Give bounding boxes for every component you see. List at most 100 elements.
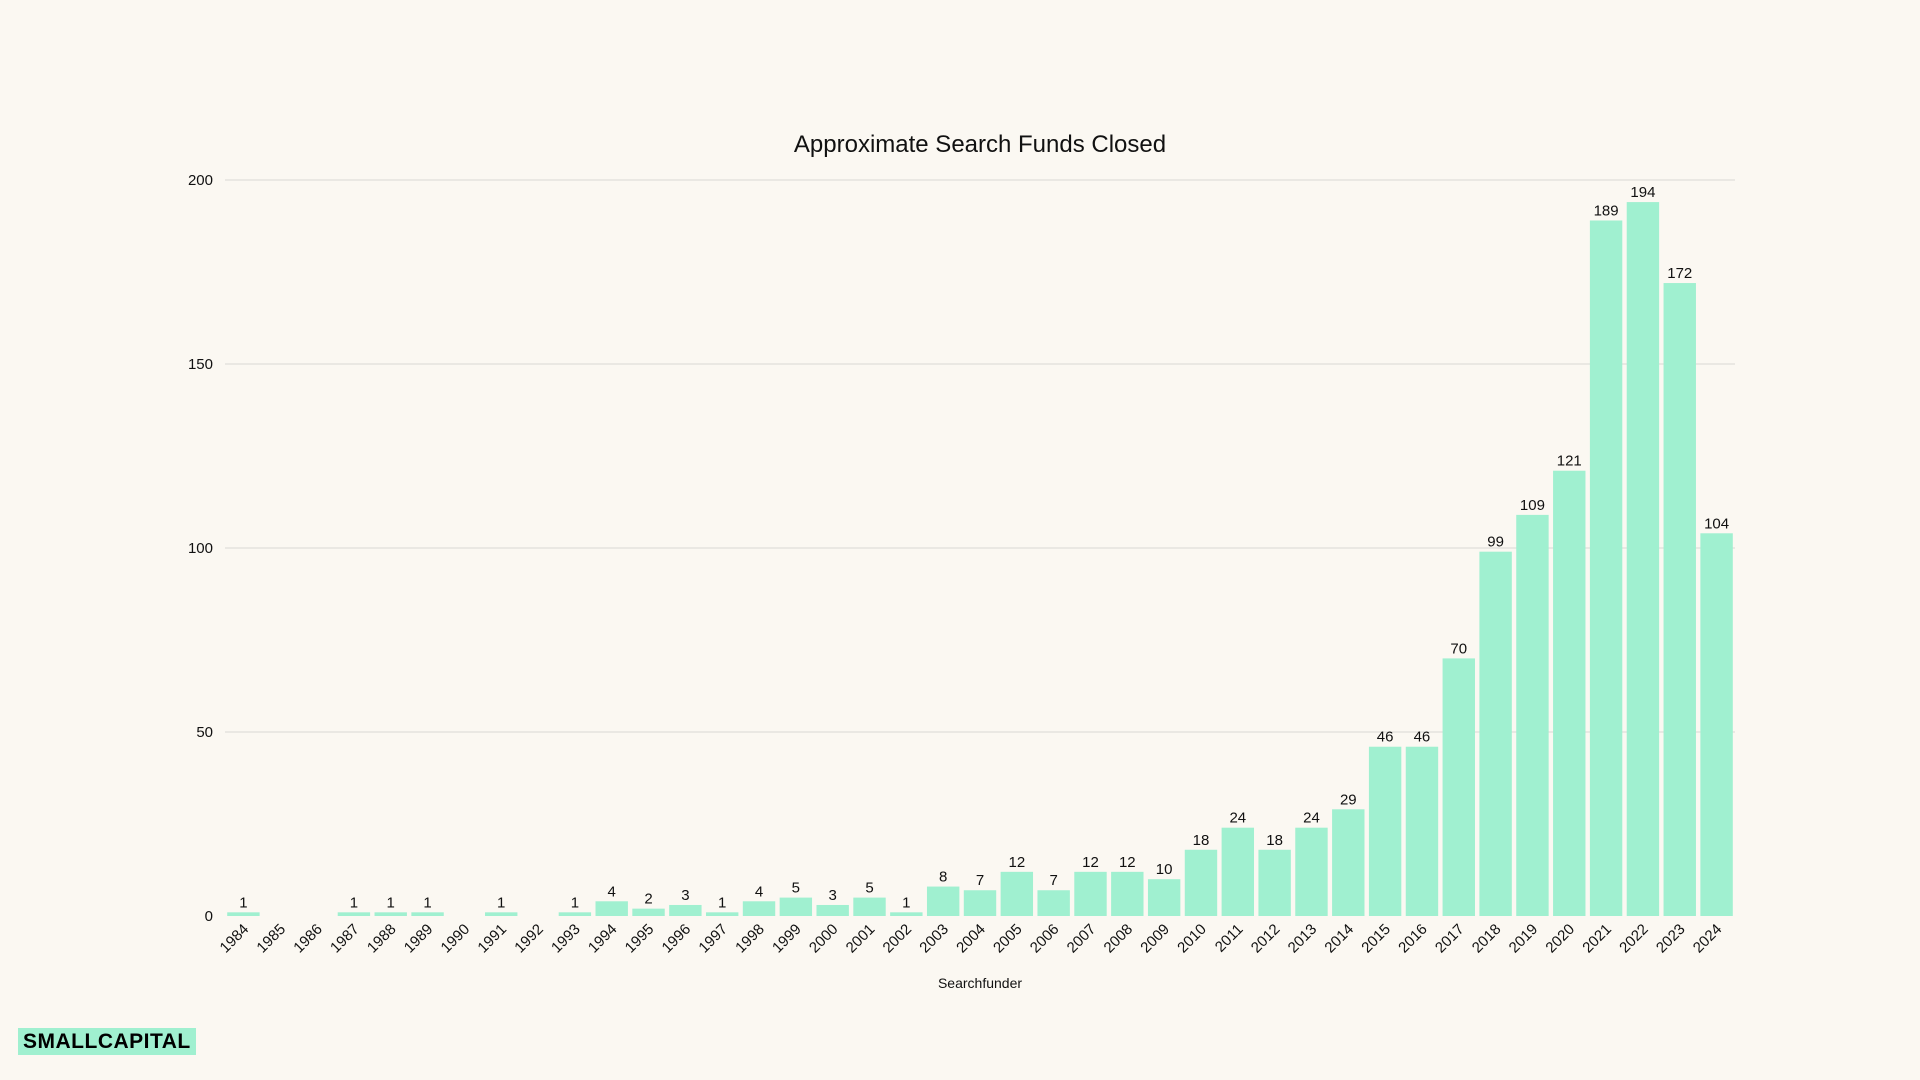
data-label-1993: 1: [571, 894, 579, 911]
bar-1999: [779, 897, 813, 916]
x-tick-label-2009: 2009: [1137, 921, 1173, 957]
x-tick-label-2015: 2015: [1358, 921, 1394, 957]
data-label-2017: 70: [1450, 640, 1467, 657]
x-tick-label-1987: 1987: [327, 921, 363, 957]
x-tick-label-1994: 1994: [585, 921, 621, 957]
x-tick-label-2003: 2003: [916, 921, 952, 957]
x-tick-label-2020: 2020: [1542, 921, 1578, 957]
bar-2003: [926, 886, 960, 916]
data-label-1999: 5: [792, 880, 800, 897]
data-label-2020: 121: [1557, 453, 1582, 470]
data-label-2023: 172: [1667, 265, 1692, 282]
x-tick-label-2017: 2017: [1432, 921, 1468, 957]
data-label-2013: 24: [1303, 810, 1320, 827]
data-label-1995: 2: [644, 891, 652, 908]
x-tick-label-2006: 2006: [1027, 921, 1063, 957]
x-tick-label-2013: 2013: [1285, 921, 1321, 957]
bar-1988: [374, 912, 407, 916]
x-tick-label-2014: 2014: [1322, 921, 1358, 957]
x-tick-label-1985: 1985: [253, 921, 289, 957]
data-label-2024: 104: [1704, 515, 1729, 532]
x-tick-label-2016: 2016: [1395, 921, 1431, 957]
data-label-2015: 46: [1377, 729, 1394, 746]
y-tick-label: 100: [188, 540, 213, 557]
x-tick-label-2021: 2021: [1579, 921, 1615, 957]
data-label-2009: 10: [1156, 861, 1173, 878]
x-tick-label-2001: 2001: [843, 921, 879, 957]
bar-1998: [742, 901, 776, 916]
data-label-2001: 5: [865, 880, 873, 897]
bar-2012: [1258, 849, 1291, 916]
data-label-2004: 7: [976, 872, 984, 889]
x-tick-label-1991: 1991: [474, 921, 510, 957]
chart-title: Approximate Search Funds Closed: [794, 131, 1166, 158]
smallcapital-logo: SMALLCAPITAL: [18, 1028, 196, 1055]
data-label-2019: 109: [1520, 497, 1545, 514]
x-tick-label-2004: 2004: [953, 921, 989, 957]
x-axis-label: Searchfunder: [938, 975, 1022, 991]
data-label-1996: 3: [681, 887, 689, 904]
bar-1984: [227, 912, 260, 916]
x-tick-label-2022: 2022: [1616, 921, 1652, 957]
bar-2011: [1221, 827, 1255, 916]
x-tick-label-1998: 1998: [732, 921, 768, 957]
data-label-2016: 46: [1414, 729, 1431, 746]
y-tick-label: 150: [188, 356, 213, 373]
x-tick-label-2018: 2018: [1469, 921, 1505, 957]
bar-1994: [595, 901, 628, 916]
x-tick-label-2011: 2011: [1212, 921, 1247, 956]
bar-2014: [1332, 809, 1365, 916]
data-label-2010: 18: [1193, 832, 1210, 849]
x-tick-label-1993: 1993: [548, 921, 584, 957]
data-label-2012: 18: [1266, 832, 1283, 849]
x-tick-label-1986: 1986: [290, 921, 326, 957]
bar-2005: [1000, 871, 1034, 916]
data-label-1991: 1: [497, 894, 505, 911]
y-tick-label: 200: [188, 172, 213, 189]
bar-2002: [890, 912, 923, 916]
x-tick-label-2008: 2008: [1101, 921, 1137, 957]
bar-2006: [1037, 890, 1070, 916]
bar-2021: [1589, 220, 1623, 917]
y-axis-ticks: 0 50 100 150 200: [188, 172, 213, 925]
x-tick-label-2023: 2023: [1653, 921, 1689, 957]
data-label-1994: 4: [608, 883, 616, 900]
x-tick-label-2019: 2019: [1506, 921, 1542, 957]
data-label-2008: 12: [1119, 854, 1136, 871]
x-tick-label-1996: 1996: [659, 921, 695, 957]
data-label-2014: 29: [1340, 791, 1357, 808]
y-tick-label: 50: [196, 724, 213, 741]
x-tick-label-2024: 2024: [1690, 921, 1726, 957]
bar-1991: [485, 912, 518, 916]
bar-2017: [1442, 658, 1475, 916]
data-label-2005: 12: [1008, 854, 1025, 871]
bar-2020: [1553, 470, 1586, 916]
x-tick-label-2010: 2010: [1174, 921, 1210, 957]
data-label-2003: 8: [939, 869, 947, 886]
bar-2023: [1663, 283, 1696, 916]
x-tick-label-2005: 2005: [990, 921, 1026, 957]
bar-1995: [632, 908, 665, 916]
x-axis-ticks: 1984 1985 1986 1987 1988 1989 1990 1991 1992 1993…: [217, 921, 1726, 957]
data-label-2011: 24: [1229, 810, 1246, 827]
bar-2022: [1626, 202, 1660, 916]
data-label-1998: 4: [755, 883, 763, 900]
x-tick-label-2002: 2002: [880, 921, 916, 957]
data-label-2000: 3: [829, 887, 837, 904]
bar-2001: [853, 897, 886, 916]
x-tick-label-1989: 1989: [401, 921, 437, 957]
x-tick-label-1992: 1992: [511, 921, 547, 957]
x-tick-label-2012: 2012: [1248, 921, 1284, 957]
bar-1993: [558, 912, 592, 916]
x-tick-label-1984: 1984: [217, 921, 253, 957]
bar-2016: [1405, 746, 1439, 916]
bar-2013: [1295, 827, 1328, 916]
x-tick-label-1997: 1997: [695, 921, 731, 957]
bar-2024: [1700, 533, 1733, 916]
data-label-1989: 1: [423, 894, 431, 911]
bar-2007: [1074, 871, 1107, 916]
x-tick-label-1995: 1995: [622, 921, 658, 957]
data-label-2002: 1: [902, 894, 910, 911]
